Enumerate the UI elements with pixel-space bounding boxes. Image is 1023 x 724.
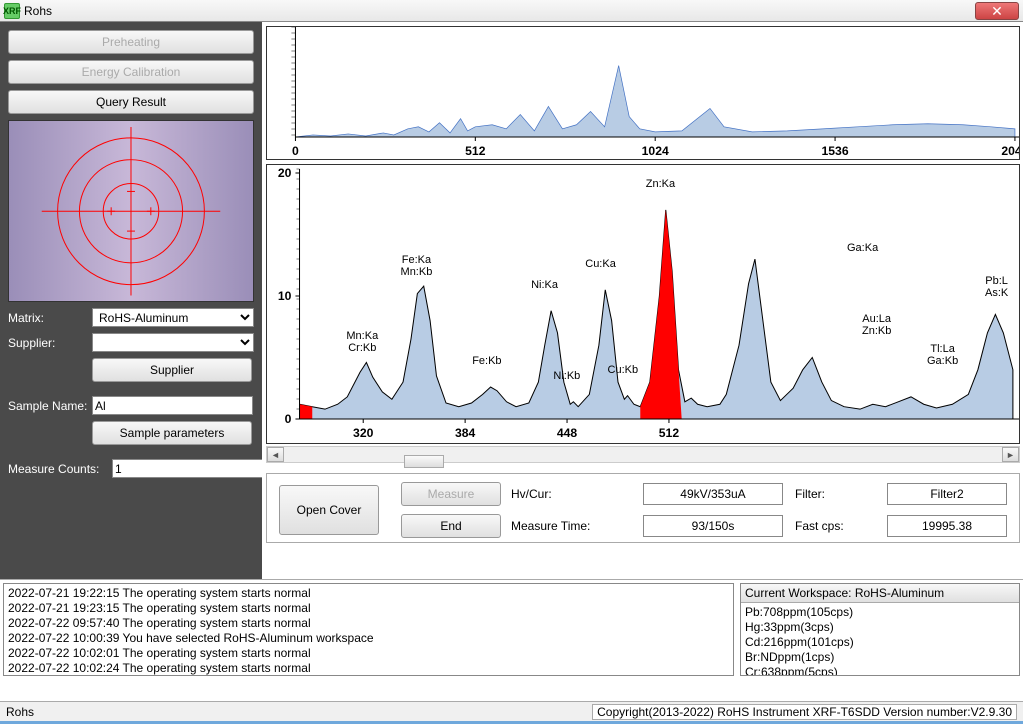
spectrum-scrollbar[interactable]: ◄ ►: [266, 446, 1020, 463]
cps-label: Fast cps:: [795, 519, 875, 533]
sidebar: Preheating Energy Calibration Query Resu…: [0, 22, 262, 579]
supplier-select[interactable]: [92, 333, 254, 352]
matrix-label: Matrix:: [8, 311, 88, 325]
svg-text:10: 10: [278, 289, 292, 303]
peak-label: Ni:Kb: [553, 370, 580, 382]
status-left: Rohs: [6, 705, 34, 719]
close-button[interactable]: ✕: [975, 2, 1019, 20]
time-value: 93/150s: [643, 515, 783, 537]
sample-params-button[interactable]: Sample parameters: [92, 421, 252, 445]
hv-value: 49kV/353uA: [643, 483, 783, 505]
svg-text:1536: 1536: [822, 144, 849, 158]
control-panel: Measure Open Cover Hv/Cur: 49kV/353uA Fi…: [266, 473, 1020, 543]
svg-text:512: 512: [659, 426, 680, 440]
filter-value: Filter2: [887, 483, 1007, 505]
peak-label: Tl:LaGa:Kb: [927, 343, 958, 367]
peak-label: Fe:KaMn:Kb: [401, 254, 433, 278]
end-button[interactable]: End: [401, 514, 501, 538]
workspace-title: Current Workspace: RoHS-Aluminum: [741, 584, 1019, 603]
scroll-left-icon[interactable]: ◄: [267, 447, 284, 462]
sample-name-input[interactable]: [92, 396, 253, 415]
status-copyright: Copyright(2013-2022) RoHS Instrument XRF…: [592, 704, 1017, 720]
log-line: 2022-07-22 10:02:01 The operating system…: [8, 646, 729, 661]
log-line: 2022-07-22 09:57:40 The operating system…: [8, 616, 729, 631]
peak-label: Cu:Ka: [585, 258, 616, 270]
overview-spectrum-chart: 0 512 1024 1536 2048: [266, 26, 1020, 160]
log-line: 2022-07-21 19:22:15 The operating system…: [8, 586, 729, 601]
ws-line: Br:NDppm(1cps): [745, 650, 1015, 665]
log-line: 2022-07-22 10:00:39 You have selected Ro…: [8, 631, 729, 646]
peak-label: Zn:Ka: [646, 178, 675, 190]
workspace-panel: Current Workspace: RoHS-Aluminum Pb:708p…: [740, 583, 1020, 676]
ws-line: Cd:216ppm(101cps): [745, 635, 1015, 650]
peak-label: Fe:Kb: [472, 355, 501, 367]
sample-name-label: Sample Name:: [8, 399, 88, 413]
log-panel: 2022-07-21 19:22:15 The operating system…: [3, 583, 734, 676]
svg-text:0: 0: [285, 412, 292, 426]
svg-text:2048: 2048: [1001, 144, 1019, 158]
peak-label: Pb:LAs:K: [985, 275, 1008, 299]
spectrum-panel: 0 512 1024 1536 2048 0 10 20 320 384 448 512 Mn:Ka…: [262, 22, 1023, 579]
peak-label: Au:LaZn:Kb: [862, 313, 891, 337]
scroll-thumb[interactable]: [404, 455, 444, 468]
peak-label: Ga:Ka: [847, 242, 878, 254]
ws-line: Cr:638ppm(5cps): [745, 665, 1015, 675]
log-line: 2022-07-22 10:02:24 The operating system…: [8, 661, 729, 676]
peak-label: Ni:Ka: [531, 279, 558, 291]
peak-label: Mn:KaCr:Kb: [346, 330, 378, 354]
ws-line: Pb:708ppm(105cps): [745, 605, 1015, 620]
statusbar: Rohs Copyright(2013-2022) RoHS Instrumen…: [0, 701, 1023, 721]
svg-text:384: 384: [455, 426, 476, 440]
hv-label: Hv/Cur:: [511, 487, 631, 501]
crosshair-icon: [9, 121, 253, 302]
svg-text:320: 320: [353, 426, 374, 440]
svg-text:512: 512: [465, 144, 486, 158]
window-title: Rohs: [24, 4, 52, 18]
peak-label: Cu:Kb: [608, 364, 639, 376]
app-icon: XRF: [4, 3, 20, 19]
supplier-button[interactable]: Supplier: [92, 358, 252, 382]
titlebar: XRF Rohs ✕: [0, 0, 1023, 22]
svg-text:1024: 1024: [642, 144, 669, 158]
calibration-button[interactable]: Energy Calibration: [8, 60, 254, 84]
scroll-right-icon[interactable]: ►: [1002, 447, 1019, 462]
time-label: Measure Time:: [511, 519, 631, 533]
detail-spectrum-chart: 0 10 20 320 384 448 512 Mn:KaCr:Kb Fe:KaMn:Kb Fe…: [266, 164, 1020, 444]
measure-button[interactable]: Measure: [401, 482, 501, 506]
measure-counts-input[interactable]: [112, 459, 273, 478]
open-cover-button[interactable]: Open Cover: [279, 485, 379, 535]
ws-line: Hg:33ppm(3cps): [745, 620, 1015, 635]
query-result-button[interactable]: Query Result: [8, 90, 254, 114]
camera-view: [8, 120, 254, 302]
filter-label: Filter:: [795, 487, 875, 501]
cps-value: 19995.38: [887, 515, 1007, 537]
log-line: 2022-07-21 19:23:15 The operating system…: [8, 601, 729, 616]
measure-counts-label: Measure Counts:: [8, 462, 108, 476]
svg-text:0: 0: [292, 144, 299, 158]
preheating-button[interactable]: Preheating: [8, 30, 254, 54]
matrix-select[interactable]: RoHS-Aluminum: [92, 308, 254, 327]
supplier-label: Supplier:: [8, 336, 88, 350]
svg-text:20: 20: [278, 166, 292, 180]
svg-text:448: 448: [557, 426, 578, 440]
